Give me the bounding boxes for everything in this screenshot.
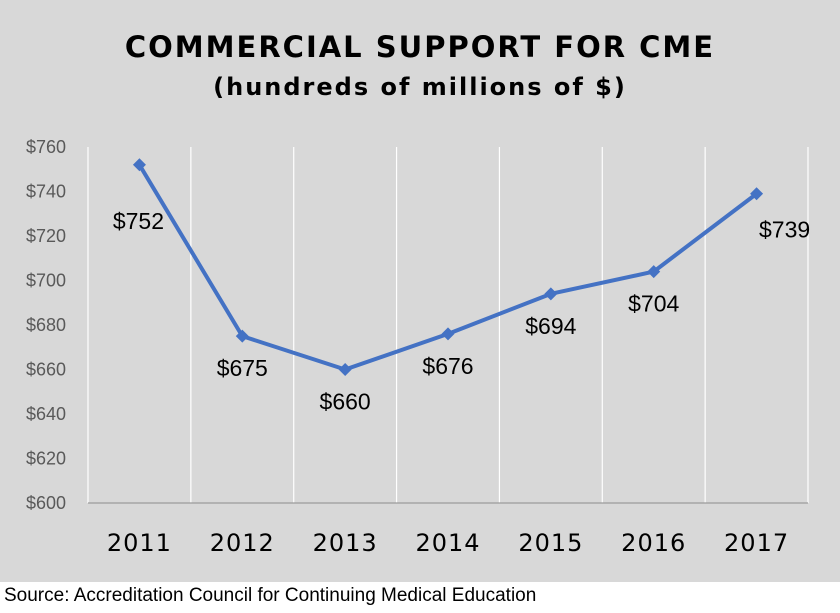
y-tick-label: $660 (26, 360, 66, 380)
y-tick-label: $700 (26, 271, 66, 291)
data-label: $675 (217, 355, 268, 381)
data-point (544, 287, 558, 301)
source-note: Source: Accreditation Council for Contin… (4, 585, 537, 606)
chart-area: $600 $620 $640 $660 $680 $700 $720 $740 $760 2011… (0, 0, 840, 582)
data-label: $694 (525, 313, 576, 339)
chart-title: COMMERCIAL SUPPORT FOR CME (124, 30, 716, 64)
data-label: $752 (113, 208, 164, 234)
x-tick-label: 2015 (518, 529, 583, 557)
data-point (647, 265, 661, 279)
chart-subtitle: (hundreds of millions of $) (213, 73, 627, 101)
data-point (235, 329, 249, 343)
x-tick-label: 2013 (313, 529, 378, 557)
line-chart: $600 $620 $640 $660 $680 $700 $720 $740 $760 2011… (26, 137, 810, 557)
data-point (132, 158, 146, 172)
y-tick-label: $600 (26, 493, 66, 513)
data-label: $739 (759, 217, 810, 243)
data-point (750, 187, 764, 201)
data-label: $676 (422, 353, 473, 379)
x-tick-label: 2012 (210, 529, 275, 557)
y-tick-label: $640 (26, 404, 66, 424)
y-tick-label: $760 (26, 137, 66, 157)
data-label: $704 (628, 291, 679, 317)
y-tick-label: $720 (26, 226, 66, 246)
x-tick-label: 2014 (415, 529, 480, 557)
data-point (338, 363, 352, 376)
x-tick-label: 2016 (621, 529, 686, 557)
y-tick-label: $620 (26, 449, 66, 469)
x-tick-label: 2017 (724, 529, 789, 557)
data-point (441, 327, 455, 341)
x-tick-label: 2011 (107, 529, 172, 557)
data-label: $660 (320, 389, 371, 415)
y-tick-label: $740 (26, 182, 66, 202)
y-tick-label: $680 (26, 315, 66, 335)
